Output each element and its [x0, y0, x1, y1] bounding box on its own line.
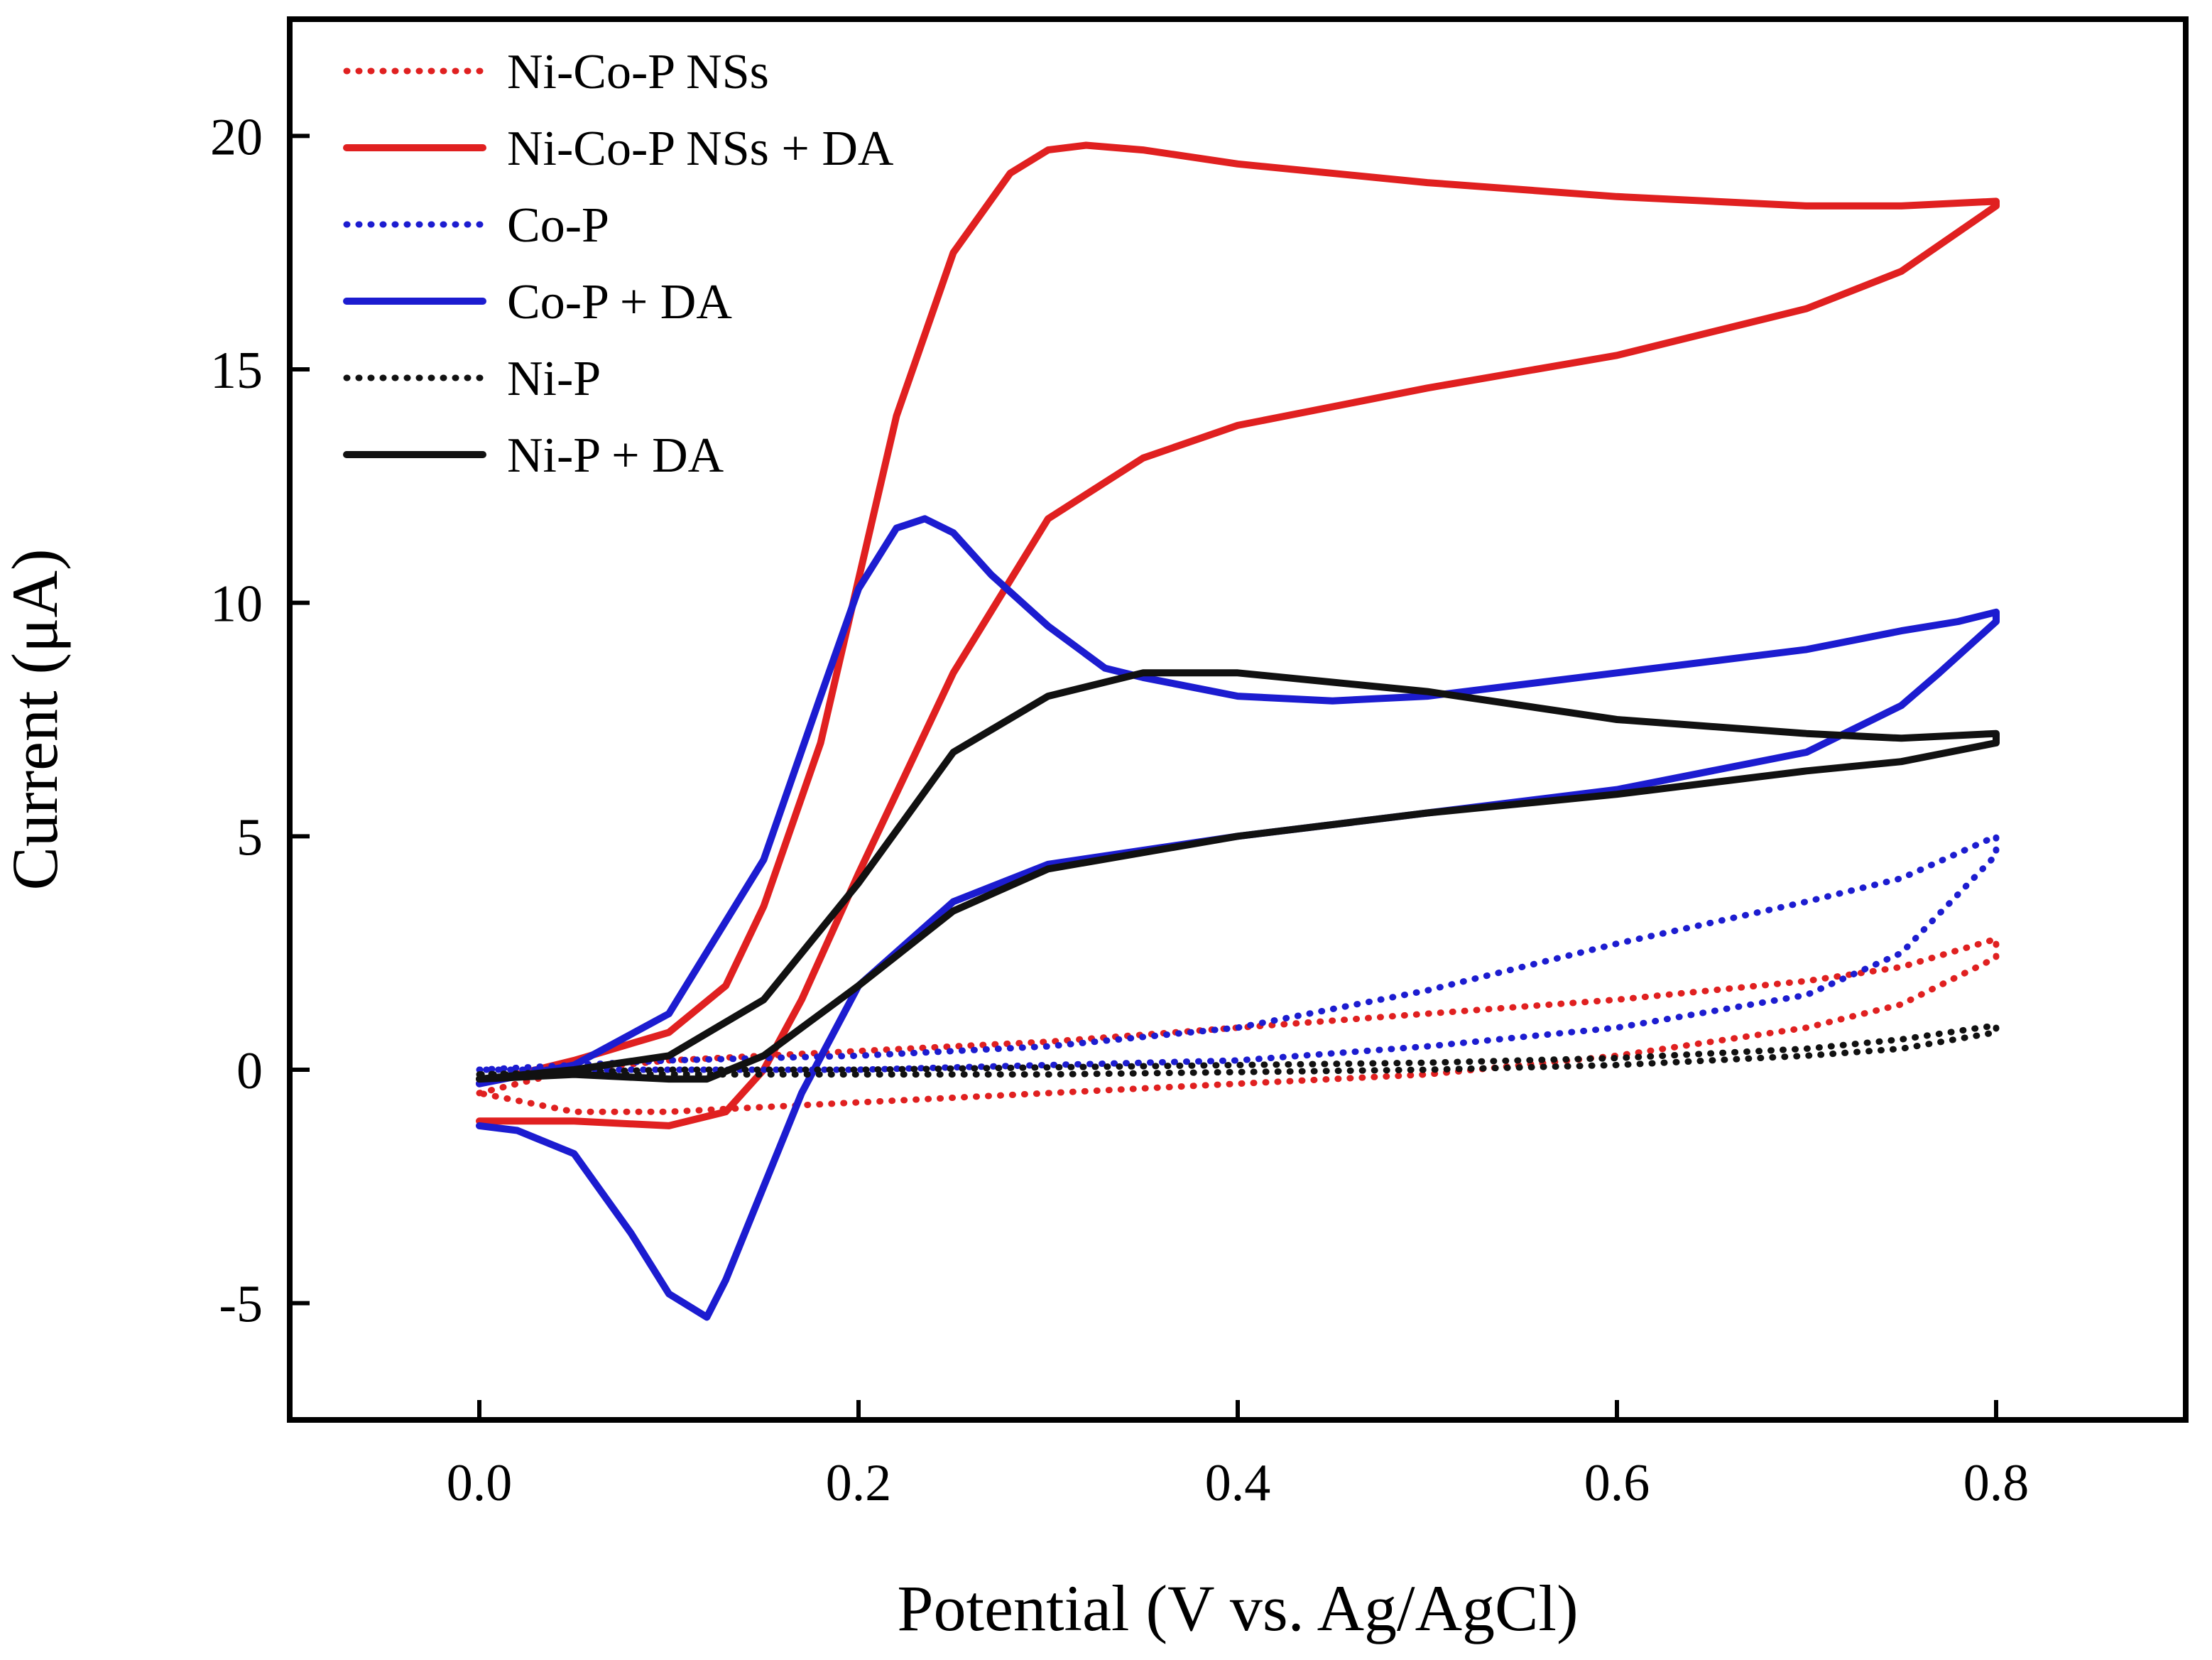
legend-label-1: Ni-Co-P NSs + DA [507, 121, 894, 176]
x-axis-label: Potential (V vs. Ag/AgCl) [897, 1572, 1578, 1644]
series-line-4 [476, 1022, 2000, 1078]
legend-label-2: Co-P [507, 198, 609, 253]
y-tick-label: 10 [210, 575, 263, 634]
y-tick-label: -5 [219, 1276, 263, 1334]
legend: Ni-Co-P NSs Ni-Co-P NSs + DA Co-P Co-P + DA… [343, 45, 894, 483]
series-line-3 [476, 515, 2000, 1321]
y-tick-label: 20 [210, 108, 263, 166]
legend-label-3: Co-P + DA [507, 275, 732, 330]
x-tick-label: 0.4 [1205, 1454, 1271, 1512]
y-tick-label: 0 [236, 1042, 263, 1100]
series-line-0 [476, 935, 2000, 1115]
legend-label-4: Ni-P [507, 352, 601, 406]
y-tick-label: 5 [236, 808, 263, 867]
x-tick-label: 0.6 [1584, 1454, 1650, 1512]
x-tick-label: 0.8 [1963, 1454, 2030, 1512]
series-line-2 [476, 832, 2000, 1073]
legend-label-5: Ni-P + DA [507, 428, 724, 483]
axis-layer: 0.0 0.2 0.4 0.6 0.8 -5 0 5 10 15 20 [210, 108, 2029, 1512]
y-tick-label: 15 [210, 342, 263, 400]
series-line-5 [476, 669, 2000, 1083]
legend-label-0: Ni-Co-P NSs [507, 45, 769, 99]
x-tick-label: 0.0 [447, 1454, 513, 1512]
x-tick-label: 0.2 [826, 1454, 892, 1512]
y-axis-label: Current (μA) [0, 548, 71, 890]
series-layer [476, 141, 2000, 1321]
